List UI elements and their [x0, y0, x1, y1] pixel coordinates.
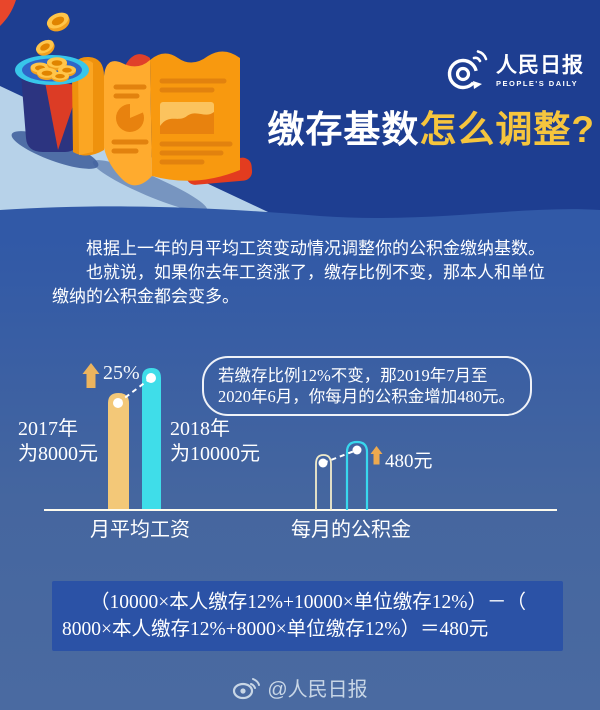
chart-title-wage: 月平均工资	[90, 519, 190, 541]
weibo-icon	[233, 677, 261, 699]
bar-label-2018: 2018年 为10000元	[170, 418, 260, 465]
formula-line-1: （10000×本人缴存12%+10000×单位缴存12%）－（	[90, 592, 526, 613]
coins-bucket-scroll-illustration	[0, 0, 268, 212]
data-point	[318, 458, 328, 468]
wave-divider	[0, 206, 600, 240]
title-accent: 怎么调整?	[419, 109, 595, 150]
intro-paragraph-2: 也就说，如果你去年工资涨了，缴存比例不变，那本人和单位缴纳的公积金都会变多。	[52, 263, 545, 306]
page-title: 缴存基数怎么调整?	[267, 99, 595, 153]
fund-increase-annotation: 480元	[385, 451, 433, 472]
area-chart-doodle	[160, 102, 214, 134]
data-point	[352, 445, 362, 455]
bucket-ribbon	[45, 82, 80, 150]
wage-fund-bar-charts	[44, 363, 557, 511]
logo-en-text: PEOPLE'S DAILY	[496, 78, 579, 88]
bar-label-2017: 2017年 为8000元	[18, 418, 98, 465]
text-line-doodles	[111, 78, 233, 165]
up-arrow-icon	[370, 446, 383, 465]
header-section: 人民日报 PEOPLE'S DAILY 缴存基数怎么调整?	[0, 0, 600, 240]
footer: @人民日报	[0, 673, 600, 702]
falling-coin	[46, 12, 70, 32]
formula-box: （10000×本人缴存12%+10000×单位缴存12%）－（ 8000×本人缴…	[52, 581, 563, 651]
at-weibo-icon	[447, 50, 488, 90]
intro-paragraphs: 根据上一年的月平均工资变动情况调整你的公积金缴纳基数。 也就说，如果你去年工资涨…	[52, 237, 548, 309]
trend-dashed-line	[322, 449, 358, 464]
intro-paragraph-1: 根据上一年的月平均工资变动情况调整你的公积金缴纳基数。	[86, 239, 545, 258]
data-point	[113, 398, 123, 408]
trend-dashed-line	[117, 377, 152, 404]
formula-line-2: 8000×本人缴存12%+8000×单位缴存12%）＝480元	[62, 619, 489, 640]
bar-fund-2018-outline	[345, 440, 369, 510]
footer-handle: @人民日报	[267, 679, 368, 701]
peoples-daily-logo: 人民日报 PEOPLE'S DAILY	[444, 48, 584, 94]
falling-coin	[35, 39, 55, 56]
chart-title-fund: 每月的公积金	[291, 519, 411, 541]
callout-bubble: 若缴存比例12%不变，那2019年7月至 2020年6月，你每月的公积金增加48…	[202, 356, 532, 416]
title-main: 缴存基数	[267, 109, 420, 150]
bar-wage-2018	[142, 368, 161, 510]
data-point	[146, 373, 156, 383]
logo-cn-text: 人民日报	[496, 53, 584, 77]
corner-accent	[0, 0, 16, 26]
bar-wage-2017	[108, 393, 129, 510]
coin-heap	[30, 57, 76, 82]
wage-increase-annotation: 25%	[103, 362, 140, 384]
bar-fund-2017-outline	[315, 454, 332, 510]
up-arrow-icon	[82, 363, 100, 388]
